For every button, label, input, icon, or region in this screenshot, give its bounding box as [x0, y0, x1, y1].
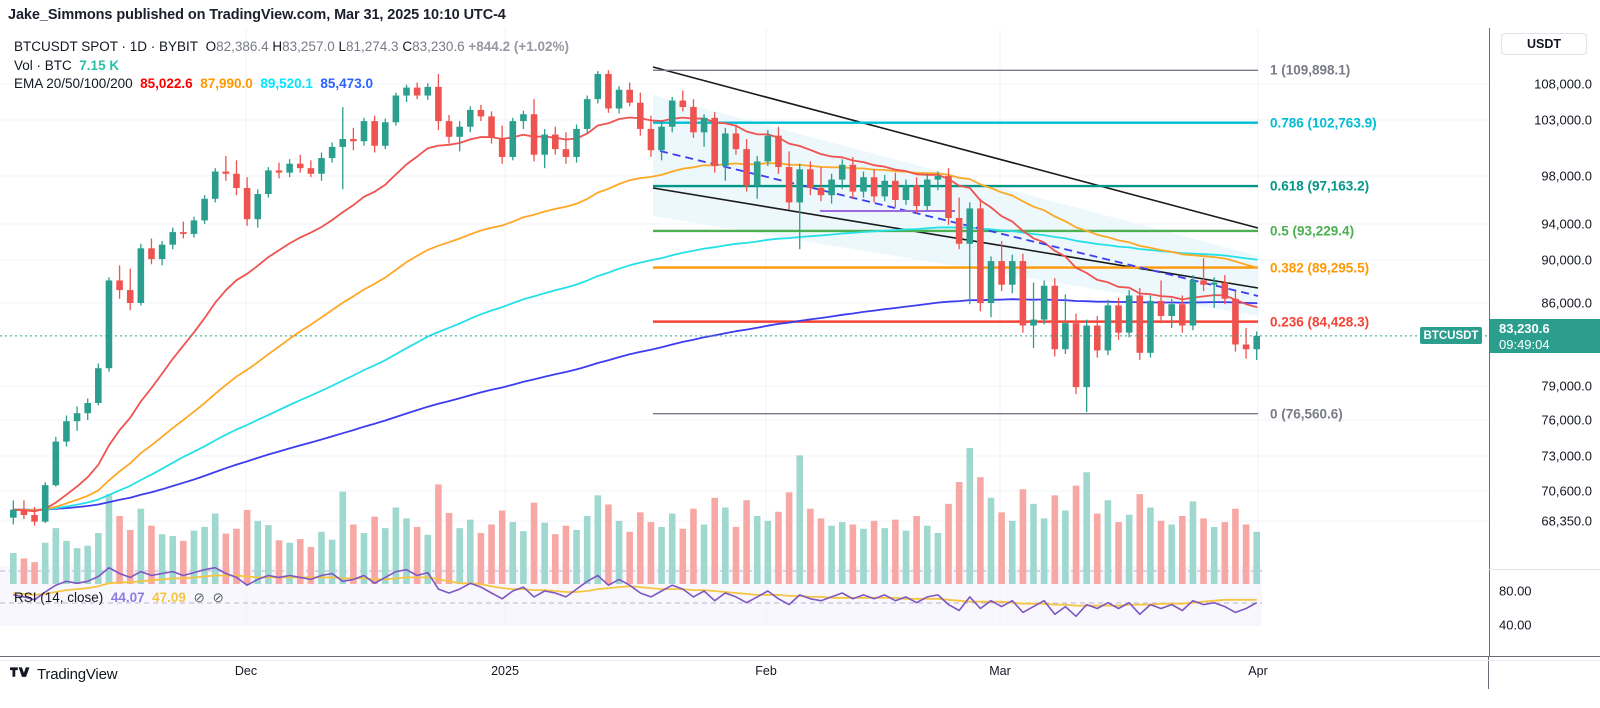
price-axis-label: 90,000.0 — [1541, 252, 1592, 268]
publisher-credit: Jake_Simmons published on TradingView.co… — [8, 7, 506, 23]
rsi-label: RSI (14, close) — [14, 590, 104, 605]
chart-frame: BTCUSDT SPOT · 1D · BYBIT O82,386.4 H83,… — [0, 28, 1600, 689]
footer-divider — [0, 660, 1600, 661]
time-axis-label: Mar — [989, 664, 1011, 678]
rsi-value: 44.07 — [110, 590, 145, 605]
price-axis-label: 73,000.0 — [1541, 448, 1592, 464]
time-axis-label: Apr — [1248, 664, 1268, 678]
time-axis-label: Feb — [755, 664, 777, 678]
fib-level-label: 0.236 (84,428.3) — [1270, 314, 1370, 330]
price-axis-label: 108,000.0 — [1534, 76, 1592, 92]
pane-separator — [1489, 569, 1600, 570]
price-axis[interactable]: USDT 83,230.6 09:49:04 108,000.0 103,000.… — [1489, 28, 1600, 660]
rsi-hide-icons[interactable]: ⊘ ⊘ — [193, 590, 226, 605]
chart-canvas — [0, 28, 1489, 626]
fib-level-label: 0.5 (93,229.4) — [1270, 223, 1355, 239]
time-axis-separator — [1488, 657, 1489, 689]
currency-unit-badge: USDT — [1501, 33, 1587, 55]
last-price-symbol-badge: BTCUSDT — [1420, 327, 1482, 345]
price-axis-label: 70,600.0 — [1541, 483, 1592, 499]
time-axis-label: Dec — [234, 664, 258, 678]
price-axis-label: 76,000.0 — [1541, 412, 1592, 428]
time-axis[interactable]: Dec 2025 Feb Mar Apr — [0, 656, 1600, 689]
fib-level-label: 0.382 (89,295.5) — [1270, 260, 1370, 276]
price-axis-label: 86,000.0 — [1541, 295, 1592, 311]
fib-level-label: 0.618 (97,163.2) — [1270, 178, 1370, 194]
tradingview-logo-icon — [10, 667, 30, 677]
rsi-ma-value: 47.09 — [152, 590, 186, 605]
price-axis-label: 98,000.0 — [1541, 168, 1592, 184]
rsi-legend: RSI (14, close) 44.07 47.09 ⊘ ⊘ — [14, 590, 226, 606]
current-price-value: 83,230.6 — [1499, 320, 1550, 336]
chart-plot-area[interactable]: BTCUSDT SPOT · 1D · BYBIT O82,386.4 H83,… — [0, 28, 1489, 626]
fib-level-label: 1 (109,898.1) — [1270, 62, 1351, 78]
price-axis-label: 79,000.0 — [1541, 378, 1592, 394]
rsi-axis-label: 80.00 — [1499, 583, 1532, 599]
fib-level-label: 0 (76,560.6) — [1270, 406, 1343, 422]
tradingview-footer: TradingView — [10, 664, 118, 684]
price-axis-label: 103,000.0 — [1534, 112, 1592, 128]
price-axis-label: 68,350.0 — [1541, 513, 1592, 529]
tradingview-brand: TradingView — [37, 665, 118, 683]
fib-level-label: 0.786 (102,763.9) — [1270, 115, 1377, 131]
price-axis-label: 94,000.0 — [1541, 216, 1592, 232]
rsi-axis-label: 40.00 — [1499, 617, 1532, 633]
time-axis-label: 2025 — [491, 664, 519, 678]
current-price-badge: 83,230.6 09:49:04 — [1490, 318, 1600, 353]
bar-countdown: 09:49:04 — [1499, 336, 1550, 352]
